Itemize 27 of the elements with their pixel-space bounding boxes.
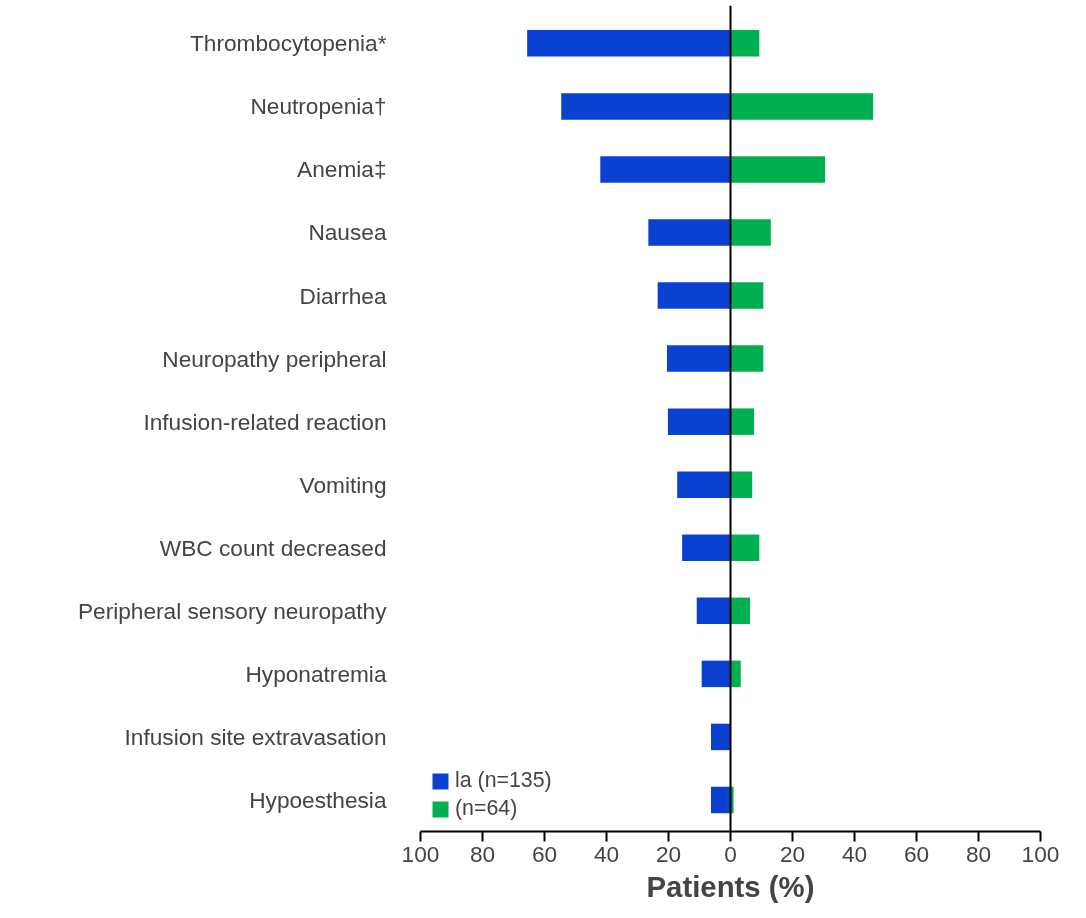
x-tick-label: 100 — [1021, 840, 1060, 867]
y-tick-label: Infusion-related reaction — [143, 408, 387, 435]
x-tick-label: 20 — [779, 840, 806, 867]
x-tick-label: 40 — [593, 840, 620, 867]
legend-label: (n=64) — [455, 796, 518, 821]
legend-label: la (n=135) — [455, 768, 552, 793]
x-tick-label: 0 — [724, 840, 737, 867]
x-tick-label: 100 — [401, 840, 440, 867]
x-tick-label: 80 — [469, 840, 496, 867]
y-tick-label: Infusion site extravasation — [124, 723, 387, 750]
y-tick-label: Nausea — [308, 219, 387, 246]
x-tick-label: 40 — [841, 840, 868, 867]
y-tick-label: Diarrhea — [299, 282, 387, 309]
y-tick-label: WBC count decreased — [159, 534, 387, 561]
y-tick-label: Anemia‡ — [297, 156, 387, 183]
y-tick-label: Hypoesthesia — [249, 786, 387, 813]
x-tick-label: 80 — [965, 840, 992, 867]
y-tick-label: Neuropathy peripheral — [162, 345, 387, 372]
x-axis-title: Patients (%) — [646, 869, 815, 903]
x-tick-label: 20 — [655, 840, 682, 867]
y-tick-label: Vomiting — [299, 471, 387, 498]
x-tick-label: 60 — [531, 840, 558, 867]
x-tick-label: 60 — [903, 840, 930, 867]
y-tick-label: Hyponatremia — [245, 660, 387, 687]
y-tick-label: Thrombocytopenia* — [190, 30, 387, 57]
y-tick-label: Peripheral sensory neuropathy — [77, 597, 388, 624]
y-tick-label: Neutropenia† — [250, 93, 387, 120]
